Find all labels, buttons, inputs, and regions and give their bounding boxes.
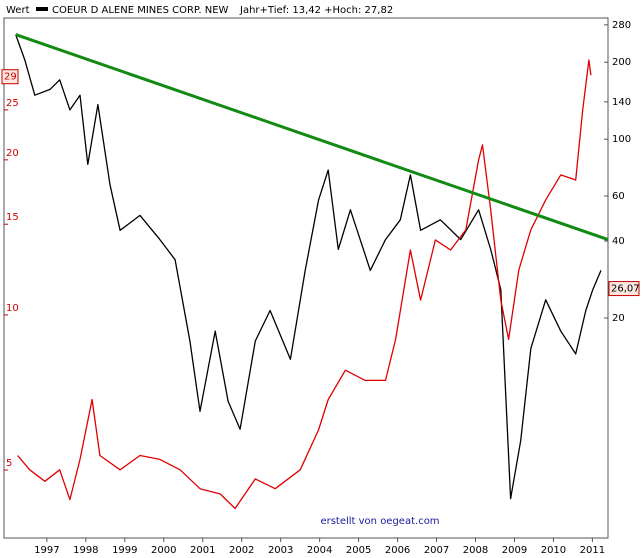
y-tick-label: 5 (6, 458, 12, 469)
y2-tick-label: 20 (612, 313, 625, 324)
y-tick-label: 25 (6, 98, 19, 109)
x-tick-label: 2005 (346, 545, 371, 556)
x-tick-label: 2000 (151, 545, 176, 556)
y2-tick-label: 100 (612, 134, 631, 145)
subtitle: Jahr+Tief: 13,42 +Hoch: 27,82 (239, 5, 393, 16)
legend-label: COEUR D ALENE MINES CORP. NEW (52, 5, 229, 16)
x-tick-label: 1997 (34, 545, 59, 556)
value-marker-label: 26,07 (611, 284, 640, 295)
x-tick-label: 2010 (541, 545, 566, 556)
y2-tick-label: 280 (612, 20, 631, 31)
y-tick-label: 20 (6, 148, 19, 159)
x-tick-label: 2011 (580, 545, 605, 556)
x-tick-label: 2003 (268, 545, 293, 556)
y2-tick-label: 40 (612, 236, 625, 247)
y-axis-label: Wert (6, 5, 30, 16)
plot-frame (3, 17, 609, 539)
value-marker (1, 69, 19, 85)
x-tick-label: 2001 (190, 545, 215, 556)
value-marker (608, 281, 640, 297)
x-tick-label: 2008 (463, 545, 488, 556)
y-tick-label: 15 (6, 212, 19, 223)
y-tick-label: 10 (6, 303, 19, 314)
x-tick-label: 1998 (73, 545, 98, 556)
x-tick-label: 2006 (385, 545, 410, 556)
x-tick-label: 2009 (502, 545, 527, 556)
x-tick-label: 1999 (112, 545, 137, 556)
x-tick-label: 2002 (229, 545, 254, 556)
value-marker-label: 29 (4, 72, 17, 83)
x-tick-label: 2004 (307, 545, 332, 556)
credit: erstellt von oegeat.com (320, 516, 439, 527)
y2-tick-label: 60 (612, 191, 625, 202)
series-line (17, 59, 592, 510)
legend-swatch (36, 7, 48, 11)
y2-tick-label: 200 (612, 57, 631, 68)
series-line (15, 34, 602, 500)
x-tick-label: 2007 (424, 545, 449, 556)
y2-tick-label: 140 (612, 97, 631, 108)
series-line (15, 33, 609, 242)
